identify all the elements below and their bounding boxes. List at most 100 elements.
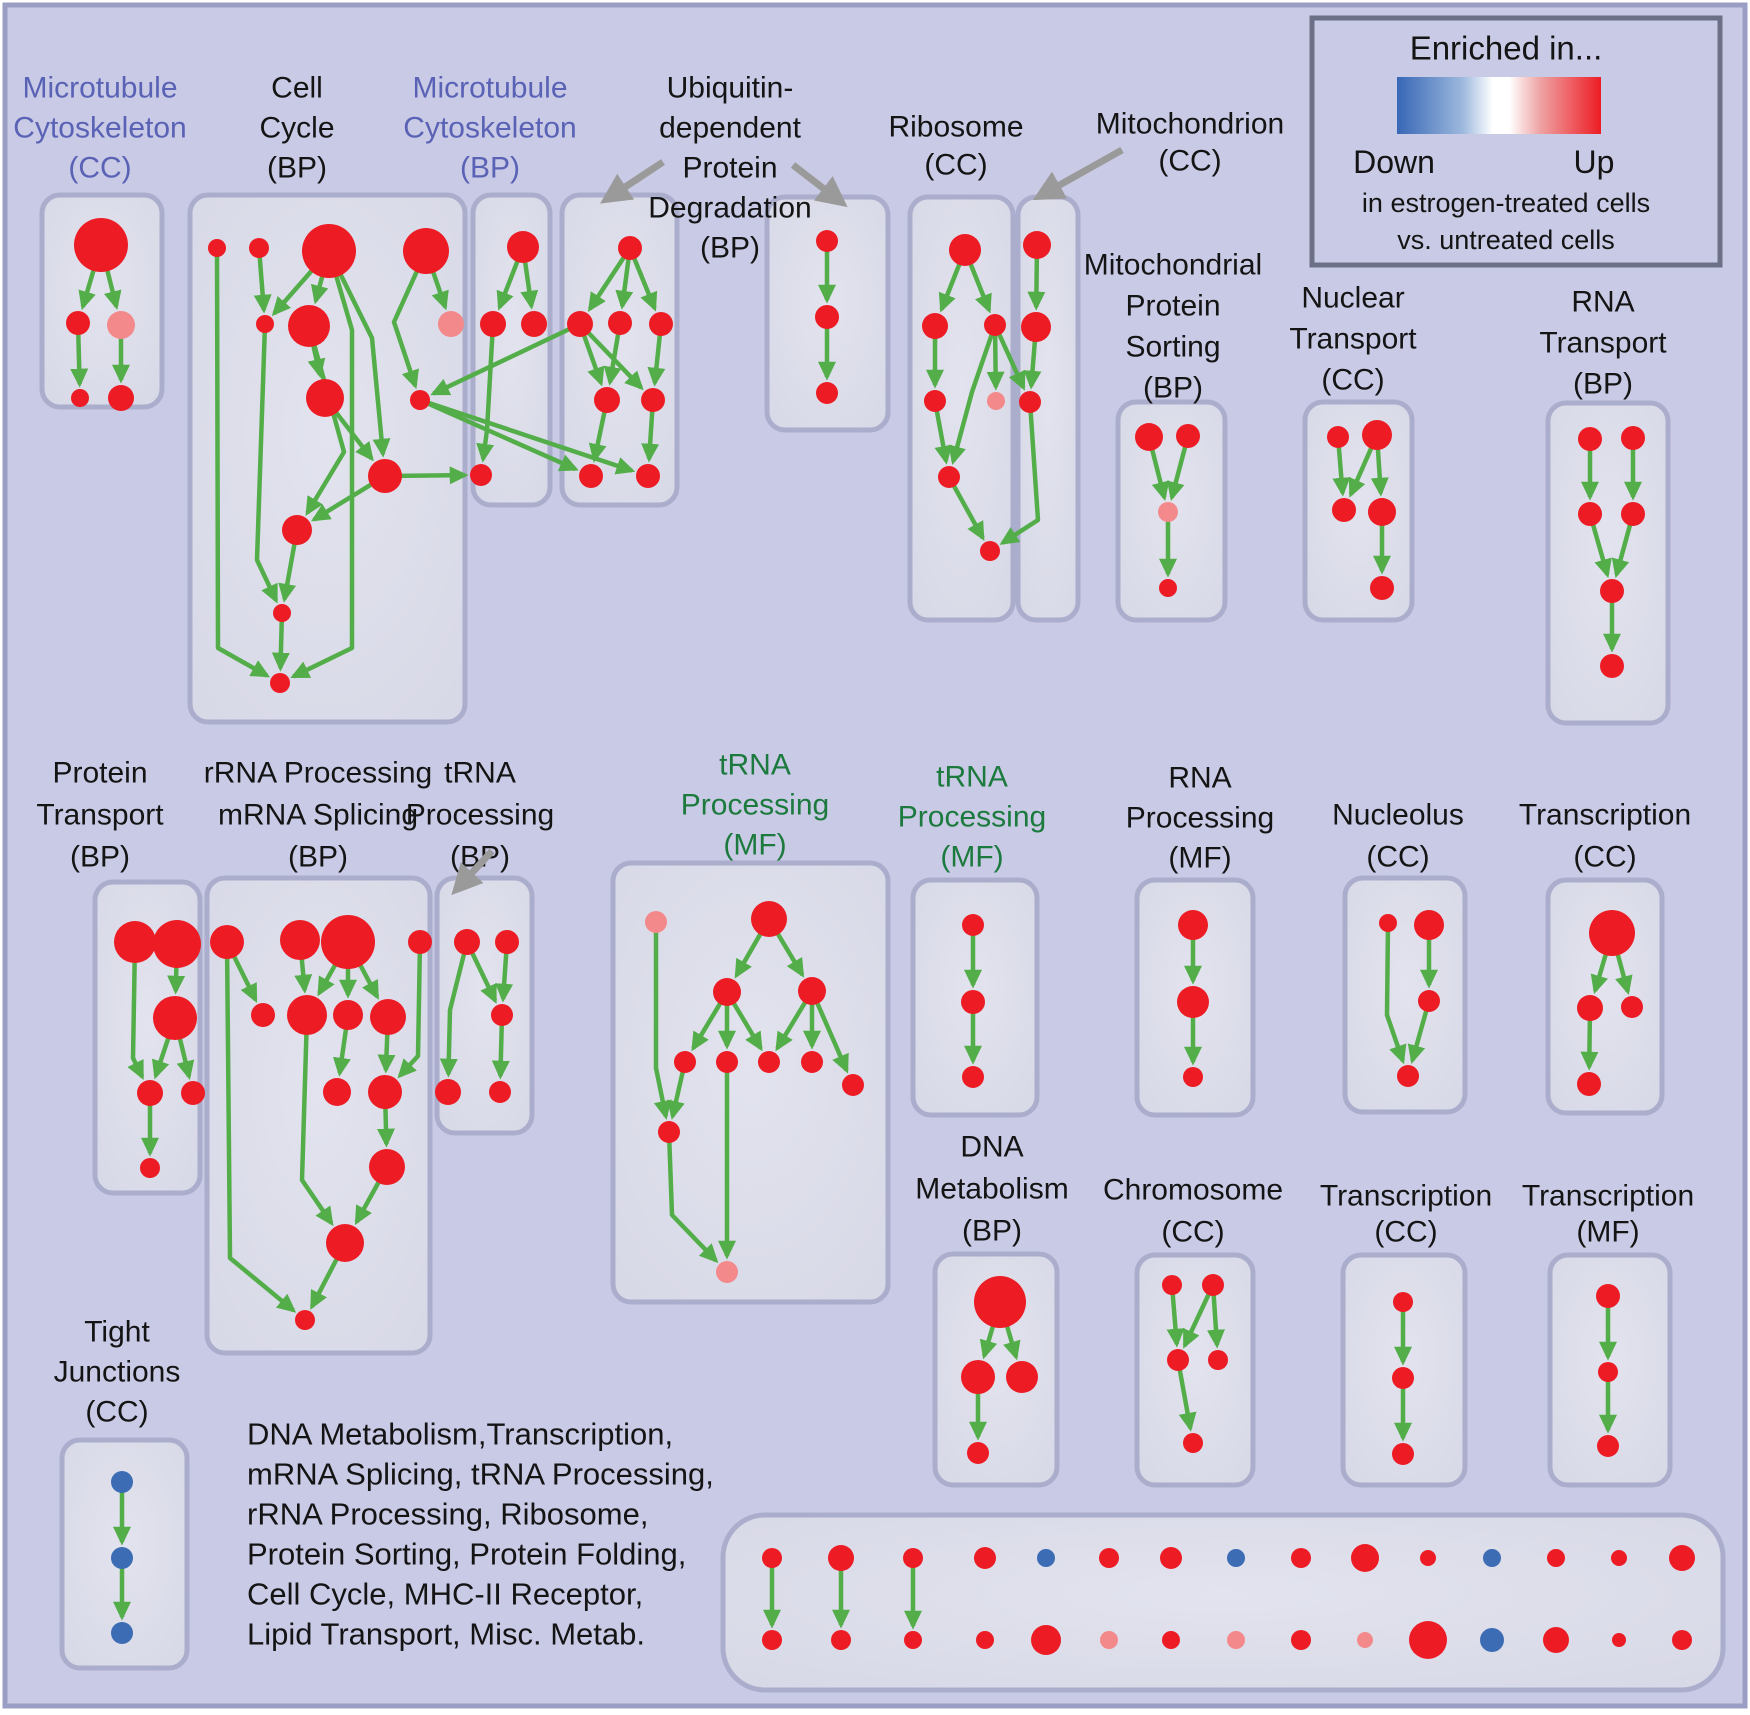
cluster-label-line: DNA [960,1131,1023,1164]
legend-down-label: Down [1353,144,1435,180]
go-term-node-ccC [302,224,356,278]
go-term-node-ccB [249,238,269,258]
cluster-label-line: (CC) [68,152,131,185]
go-term-node-ub2b [815,305,839,329]
go-term-node-ccH [306,379,344,417]
go-term-node-ntA [1327,426,1349,448]
go-term-node-tbpA [454,929,480,955]
cluster-label-line: Processing [1126,802,1274,835]
go-term-node-ub1g [579,464,603,488]
cluster-label-line: (CC) [1573,841,1636,874]
go-term-node-mb2b [831,1630,851,1650]
go-term-node-ptA [114,921,156,963]
cluster-label-tm2: tRNA Processing (MF) [898,761,1046,874]
go-term-node-tjA [111,1471,133,1493]
go-term-node-rrK [369,1149,405,1185]
go-term-node-dmB [961,1360,995,1394]
cluster-label-line: (BP) [962,1215,1022,1248]
go-term-node-mpsD [1159,579,1177,597]
cluster-label-line: Protein [1125,290,1220,323]
go-term-node-rrI [323,1078,351,1106]
cluster-label-cc: Cell Cycle (BP) [259,72,334,185]
cluster-label-ub: Ubiquitin-dependent Protein Degradation (BP… [648,72,811,265]
edge-ccA-ccM [214,247,271,678]
go-term-node-chrA [1162,1275,1182,1295]
cluster-label-tc3: Transcription(CC) [1320,1180,1492,1249]
go-term-node-rrF [287,995,327,1035]
cluster-label-line: Processing [406,799,554,832]
go-term-node-mb3b [904,1631,922,1649]
cluster-label-line: (BP) [1143,372,1203,405]
legend-subtitle-1: in estrogen-treated cells [1362,188,1650,218]
edge-ccI-ub1h [419,397,636,475]
go-term-node-ribC [984,314,1006,336]
go-term-node-ccD [403,228,449,274]
cluster-label-line: Transport [36,799,164,832]
go-term-node-ribD [924,390,946,412]
go-term-node-rrJ [368,1075,402,1109]
go-term-node-mb5b [1031,1625,1061,1655]
go-term-node-rtD [1621,502,1645,526]
go-term-node-ub1f [641,388,665,412]
go-term-node-dmC [1006,1361,1038,1393]
go-term-node-mpsA [1135,423,1163,451]
cluster-label-line: tRNA [936,761,1008,794]
go-term-node-mb13b [1543,1627,1569,1653]
go-term-node-mb6b [1100,1631,1118,1649]
misc-text-line: Protein Sorting, Protein Folding, [247,1537,686,1572]
edge-tm1C-tm1H [809,990,849,1074]
go-term-node-ccJ [368,459,402,493]
go-term-node-ccL [273,604,291,622]
cluster-box-dm [932,1251,1060,1488]
cluster-label-line: (MF) [1168,842,1231,875]
legend-box [1309,15,1723,268]
go-term-node-rpC [1183,1067,1203,1087]
edge-tm1I-tm1J [666,1131,719,1264]
go-term-node-tjB [111,1547,133,1569]
label-pointer-arrow [599,159,665,204]
edge-rrD-rrJ [397,941,423,1079]
edge-mitC-ribG [999,401,1041,545]
cluster-box-chr [1134,1252,1256,1488]
go-term-node-tm1I [658,1121,680,1143]
go-term-node-mtcc2 [66,311,90,335]
label-pointer-arrow [451,848,495,896]
go-term-node-ptE [181,1081,205,1105]
go-term-node-tbpE [489,1081,511,1103]
go-term-node-ub1c [608,311,632,335]
legend-gradient-bar [1397,77,1601,134]
cluster-label-line: Nucleolus [1332,799,1464,832]
misc-text-line: Cell Cycle, MHC-II Receptor, [247,1577,643,1612]
cluster-label-line: (BP) [1573,368,1633,401]
cluster-label-line: Processing [898,801,1046,834]
go-term-node-dmD [967,1442,989,1464]
cluster-label-line: Protein [52,757,147,790]
go-term-node-mb8a [1227,1549,1245,1567]
cluster-box-mtbp [470,192,553,508]
cluster-label-line: Protein [682,152,777,185]
go-term-node-mtbp3 [521,311,547,337]
edge-chrB-chrC [1182,1284,1216,1349]
go-term-node-ccE [256,315,274,333]
cluster-label-line: RNA [1168,762,1231,795]
go-term-node-nucD [1397,1065,1419,1087]
go-term-node-tc2C [1621,996,1643,1018]
go-term-node-nucB [1414,910,1444,940]
cluster-label-line: Ribosome [888,111,1023,144]
edge-ccF-ccK [305,325,347,516]
go-term-node-rpB [1177,986,1209,1018]
go-term-node-mb7a [1160,1547,1182,1569]
go-term-node-ntD [1368,498,1396,526]
go-term-node-tm1C [798,977,826,1005]
go-term-node-rtB [1621,426,1645,450]
cluster-label-rt: RNA Transport (BP) [1539,286,1667,401]
go-term-node-rrB [280,920,320,960]
edge-ccL-ccM [271,612,290,672]
go-term-node-mtcc5 [108,385,134,411]
go-term-node-ribE [987,392,1005,410]
go-term-node-mb11b [1409,1621,1447,1659]
go-term-node-mitC [1019,391,1041,413]
go-term-node-mb5a [1037,1549,1055,1567]
cluster-label-dm: DNA Metabolism (BP) [915,1131,1068,1248]
legend-title: Enriched in... [1410,30,1603,67]
